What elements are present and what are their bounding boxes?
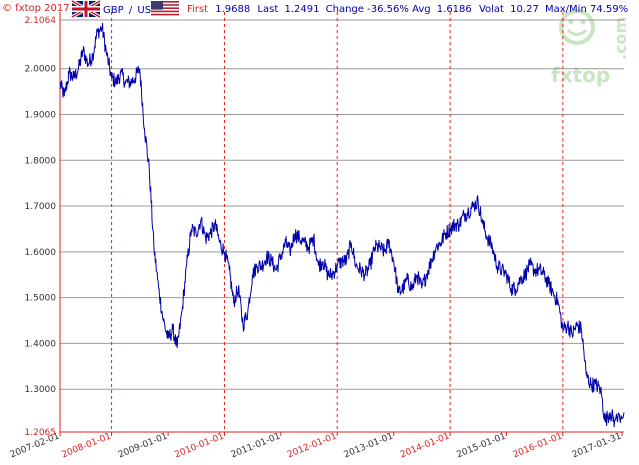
x-tick-label: 2016-01-01 <box>512 432 564 461</box>
stat-maxmin-label: Max/Min <box>545 4 587 15</box>
stats-line: First 1.9688 Last 1.2491 Change -36.56% … <box>187 4 628 15</box>
pair-quote: USD <box>137 5 159 16</box>
y-tick-label: 1.6000 <box>25 248 57 258</box>
x-tick-label: 2014-01-01 <box>399 432 451 461</box>
logo-text: fxtop <box>551 63 610 87</box>
x-tick-label: 2012-01-01 <box>286 432 338 461</box>
smiley-mouth-icon <box>566 28 588 36</box>
horizontal-gridlines <box>60 19 624 390</box>
y-tick-label: 2.0000 <box>25 65 57 75</box>
logo-suffix: .com <box>611 17 630 60</box>
chart-header: © fxtop 2017 GBP / USD First 1.96 <box>2 0 628 19</box>
stat-last-value: 1.2491 <box>284 4 319 15</box>
y-tick-label: 2.1064 <box>25 16 57 26</box>
stat-volat-label: Volat <box>479 4 504 15</box>
svg-text:GBP / USD: GBP / USD <box>103 5 159 16</box>
y-tick-label: 1.2065 <box>25 428 57 438</box>
x-tick-label: 2015-01-01 <box>455 432 507 461</box>
x-tick-label: 2013-01-01 <box>343 432 395 461</box>
stat-volat-value: 10.27 <box>510 4 539 15</box>
x-tick-label: 2009-01-01 <box>117 432 169 461</box>
smiley-face-icon <box>559 9 595 45</box>
x-tick-label: 2010-01-01 <box>173 432 225 461</box>
stat-first-label: First <box>187 4 208 15</box>
stat-first-value: 1.9688 <box>215 4 250 15</box>
copyright-text: © fxtop 2017 <box>2 3 70 14</box>
x-tick-label: 2011-01-01 <box>230 432 282 461</box>
stat-avg-value: 1.6186 <box>437 4 472 15</box>
x-tick-label: 2017-01-31 <box>571 432 623 461</box>
smiley-eye-left-icon <box>568 19 574 25</box>
x-tick-label: 2008-01-01 <box>60 432 112 461</box>
y-tick-label: 1.5000 <box>25 294 57 304</box>
vertical-gridlines <box>111 12 564 432</box>
gbp-usd-series-line <box>59 22 625 428</box>
y-tick-labels: 1.2065 1.3000 1.4000 1.5000 1.6000 1.7000 1.80… <box>25 16 57 438</box>
stat-last-label: Last <box>257 4 278 15</box>
fxtop-logo: fxtop .com <box>551 9 630 87</box>
y-tick-label: 1.3000 <box>25 385 57 395</box>
uk-flag-icon <box>71 0 101 19</box>
y-tick-label: 1.4000 <box>25 339 57 349</box>
stat-maxmin-value: 74.59% <box>590 4 628 15</box>
pair-separator: / <box>129 5 133 16</box>
stat-change-label: Change <box>326 4 364 15</box>
stat-avg-label: Avg <box>412 4 431 15</box>
stat-change-value: -36.56% <box>367 4 409 15</box>
y-tick-label: 1.8000 <box>25 156 57 166</box>
us-flag-icon <box>151 1 179 17</box>
y-tick-label: 1.9000 <box>25 110 57 120</box>
y-tick-label: 1.7000 <box>25 202 57 212</box>
pair-base: GBP <box>103 5 124 16</box>
x-tick-labels: 2007-02-01 2008-01-01 2009-01-01 2010-01-01… <box>9 432 623 461</box>
smiley-eye-right-icon <box>580 19 586 25</box>
